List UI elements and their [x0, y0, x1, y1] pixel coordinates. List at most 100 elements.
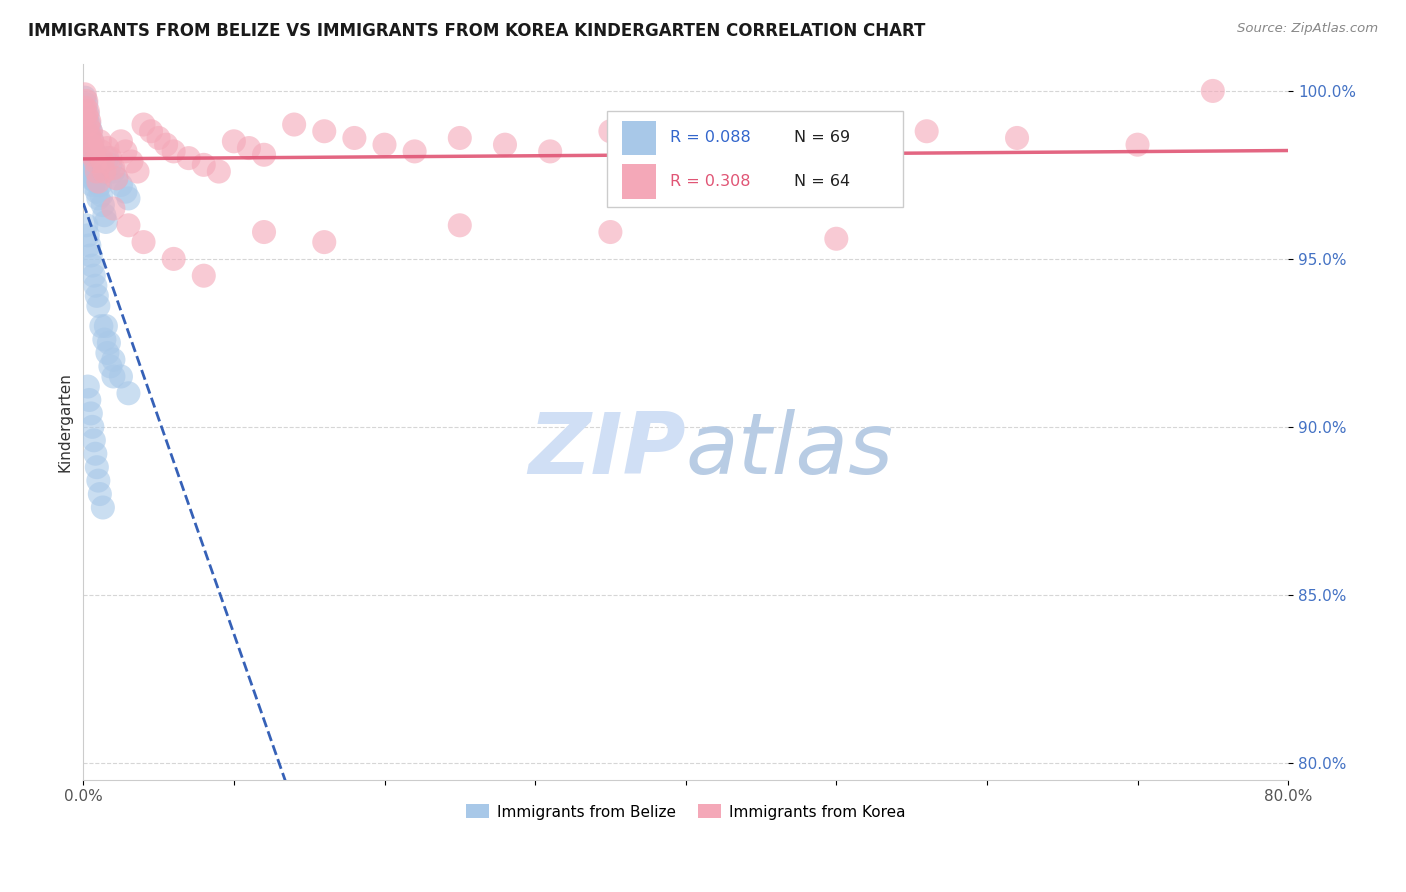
Point [86, 289, 108, 303]
Point [80, 248, 103, 262]
Point [599, 124, 621, 138]
Legend: Immigrants from Belize, Immigrants from Korea: Immigrants from Belize, Immigrants from … [460, 798, 911, 826]
Point [675, 131, 697, 145]
Point [114, 145, 136, 159]
Point [84, 175, 107, 189]
Point [314, 124, 336, 138]
Point [222, 134, 245, 148]
Point [73, 87, 96, 102]
Point [75, 94, 97, 108]
Point [132, 235, 155, 249]
Point [79, 114, 101, 128]
Point [73, 104, 96, 119]
Point [82, 259, 104, 273]
Point [94, 215, 117, 229]
FancyBboxPatch shape [607, 111, 903, 207]
Point [1126, 137, 1149, 152]
Point [91, 154, 114, 169]
Point [76, 107, 98, 121]
Point [93, 164, 115, 178]
Point [114, 185, 136, 199]
Point [105, 171, 128, 186]
FancyBboxPatch shape [621, 164, 655, 199]
Point [100, 359, 122, 374]
Text: ZIP: ZIP [529, 409, 686, 492]
Point [94, 319, 117, 334]
Point [86, 460, 108, 475]
Point [139, 124, 162, 138]
Point [86, 161, 108, 176]
Point [117, 191, 139, 205]
Point [76, 118, 98, 132]
Point [121, 154, 143, 169]
Point [105, 171, 128, 186]
Point [103, 202, 125, 216]
Point [253, 225, 276, 239]
Point [238, 141, 260, 155]
Point [100, 151, 122, 165]
Point [93, 333, 115, 347]
Point [75, 134, 97, 148]
Point [80, 406, 103, 420]
Point [79, 238, 101, 252]
Point [80, 171, 103, 186]
Point [87, 191, 110, 205]
Point [83, 145, 105, 159]
Point [75, 219, 97, 233]
Point [73, 90, 96, 104]
Point [449, 219, 471, 233]
Point [83, 434, 105, 448]
Point [494, 137, 516, 152]
Point [76, 228, 98, 243]
Point [1005, 131, 1028, 145]
Point [373, 137, 395, 152]
Point [82, 134, 104, 148]
Point [749, 118, 772, 132]
Point [91, 198, 114, 212]
Point [110, 178, 132, 192]
Point [253, 148, 276, 162]
Point [87, 299, 110, 313]
Point [84, 278, 107, 293]
Point [76, 148, 98, 162]
Point [404, 145, 426, 159]
Text: N = 64: N = 64 [794, 174, 851, 189]
Point [75, 97, 97, 112]
Point [155, 137, 177, 152]
Point [73, 120, 96, 135]
Point [76, 104, 98, 119]
Point [89, 134, 111, 148]
Point [84, 151, 107, 165]
Point [82, 148, 104, 162]
Point [163, 252, 186, 266]
Point [87, 168, 110, 182]
Point [96, 141, 118, 155]
Point [87, 474, 110, 488]
Point [110, 134, 132, 148]
Point [82, 420, 104, 434]
Point [76, 128, 98, 142]
Point [80, 124, 103, 138]
Point [83, 168, 105, 182]
Point [193, 268, 215, 283]
Point [343, 131, 366, 145]
Point [75, 114, 97, 128]
Point [84, 447, 107, 461]
Point [84, 154, 107, 169]
Point [449, 131, 471, 145]
Point [90, 145, 112, 159]
Point [117, 219, 139, 233]
Point [177, 151, 200, 165]
Point [83, 268, 105, 283]
Point [599, 225, 621, 239]
Point [208, 164, 231, 178]
Point [110, 369, 132, 384]
Point [89, 487, 111, 501]
Point [80, 148, 103, 162]
Point [80, 124, 103, 138]
Point [96, 346, 118, 360]
Text: IMMIGRANTS FROM BELIZE VS IMMIGRANTS FROM KOREA KINDERGARTEN CORRELATION CHART: IMMIGRANTS FROM BELIZE VS IMMIGRANTS FRO… [28, 22, 925, 40]
Point [83, 145, 105, 159]
Point [82, 178, 104, 192]
Point [538, 145, 561, 159]
